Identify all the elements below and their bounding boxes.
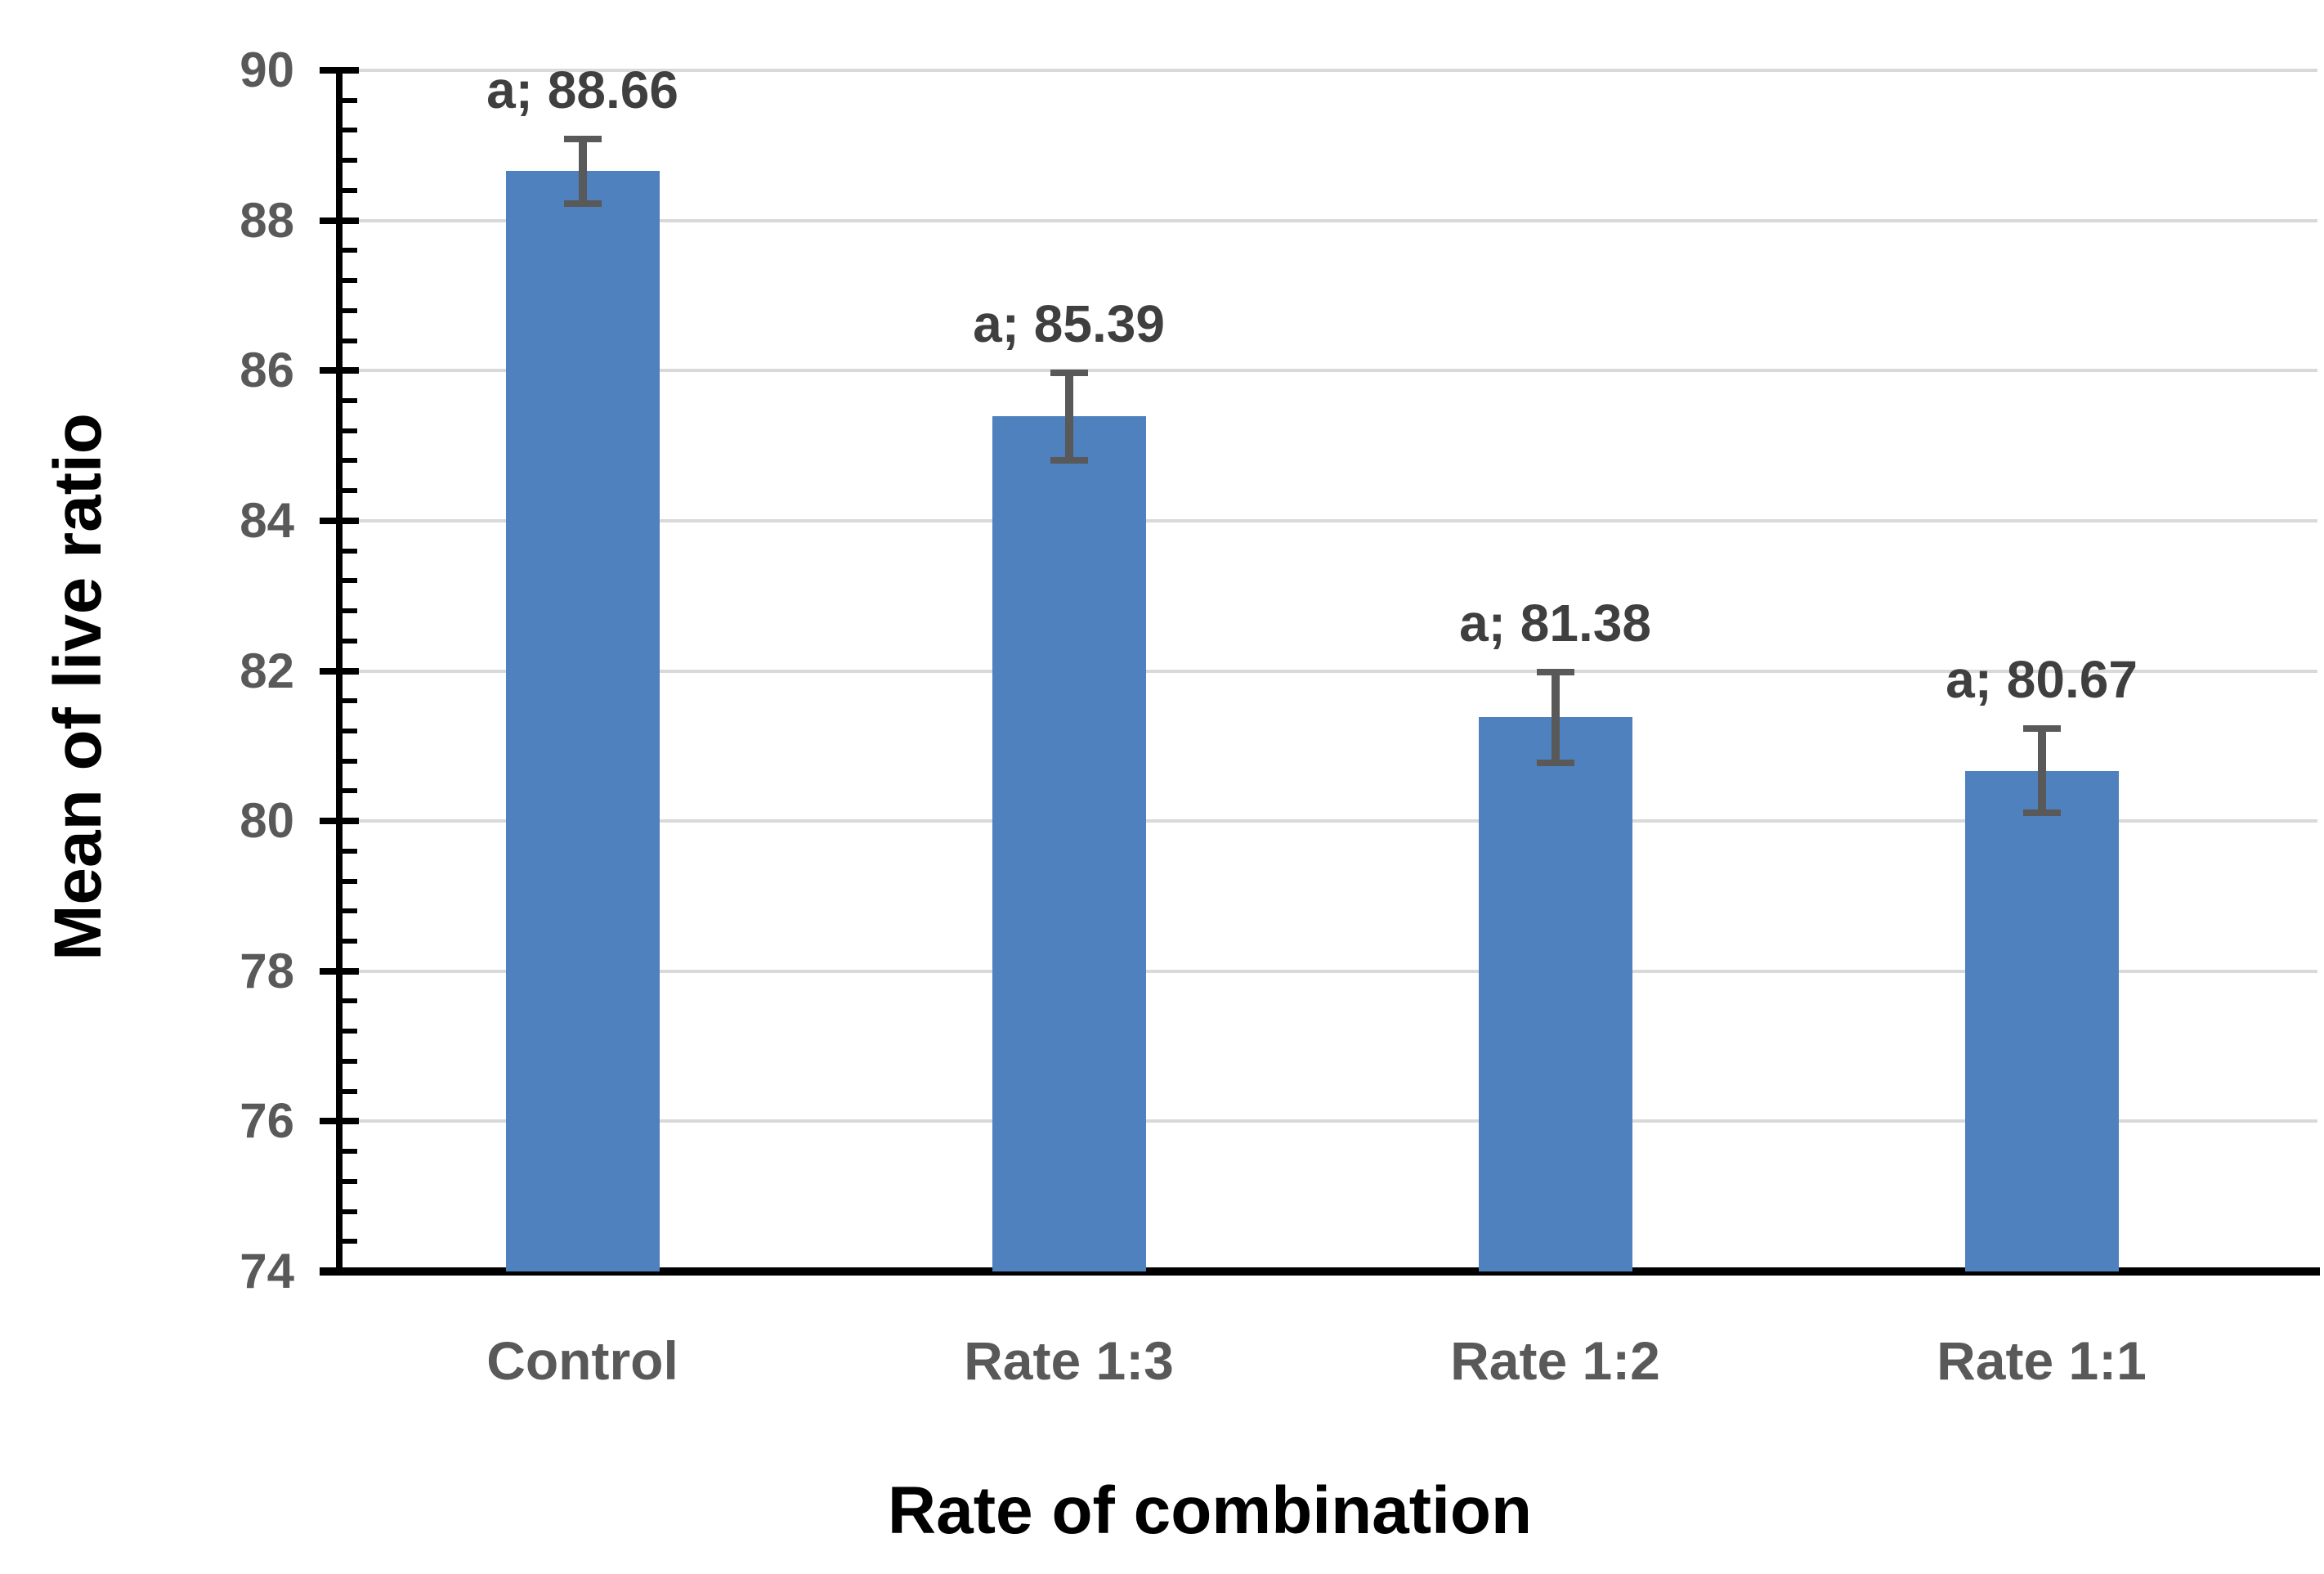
- y-minor-tick: [343, 939, 357, 944]
- category-label: Rate 1:3: [964, 1330, 1174, 1391]
- y-minor-tick: [343, 338, 357, 343]
- y-minor-tick: [343, 1209, 357, 1214]
- y-minor-tick: [343, 397, 357, 403]
- y-minor-tick: [343, 458, 357, 464]
- x-axis-title: Rate of combination: [887, 1473, 1533, 1548]
- bar: [505, 171, 660, 1271]
- data-label: a; 88.66: [486, 60, 678, 119]
- error-bar-cap: [563, 135, 602, 142]
- error-bar-cap: [1050, 370, 1088, 376]
- gridline: [339, 369, 2317, 373]
- y-tick-label: 74: [240, 1244, 294, 1298]
- y-tick-label: 78: [240, 943, 294, 998]
- error-bar-cap: [563, 200, 602, 207]
- y-minor-tick: [343, 428, 357, 433]
- y-tick-label: 80: [240, 793, 294, 849]
- bar: [992, 416, 1146, 1271]
- data-label: a; 85.39: [973, 294, 1165, 353]
- y-minor-tick: [343, 307, 357, 313]
- y-axis-title: Mean of live ratio: [41, 413, 115, 961]
- y-minor-tick: [343, 848, 357, 854]
- y-minor-tick: [343, 788, 357, 794]
- y-minor-tick: [343, 128, 357, 133]
- data-label: a; 81.38: [1459, 594, 1651, 653]
- y-minor-tick: [343, 488, 357, 494]
- y-tick-label: 82: [240, 643, 294, 698]
- y-minor-tick: [343, 1149, 357, 1155]
- y-minor-tick: [343, 1239, 357, 1244]
- category-label: Rate 1:2: [1450, 1330, 1660, 1391]
- error-bar-line: [1064, 373, 1073, 460]
- y-minor-tick: [343, 578, 357, 584]
- y-minor-tick: [343, 248, 357, 253]
- gridline: [339, 1119, 2317, 1123]
- gridline: [339, 518, 2317, 522]
- error-bar-cap: [1050, 456, 1088, 464]
- error-bar-line: [2037, 729, 2046, 814]
- gridline: [339, 969, 2317, 973]
- y-minor-tick: [343, 998, 357, 1004]
- gridline: [339, 669, 2317, 673]
- y-tick-label: 76: [240, 1093, 294, 1149]
- y-tick-label: 84: [240, 492, 294, 548]
- y-minor-tick: [343, 1088, 357, 1094]
- gridline: [339, 819, 2317, 823]
- y-minor-tick: [343, 1058, 357, 1064]
- data-label: a; 80.67: [1946, 650, 2138, 710]
- category-label: Rate 1:1: [1937, 1330, 2147, 1391]
- y-minor-tick: [343, 548, 357, 554]
- y-minor-tick: [343, 698, 357, 704]
- y-minor-tick: [343, 878, 357, 884]
- error-bar-cap: [1536, 669, 1574, 676]
- y-minor-tick: [343, 158, 357, 164]
- y-minor-tick: [343, 728, 357, 733]
- y-minor-tick: [343, 758, 357, 764]
- y-minor-tick: [343, 278, 357, 284]
- bar: [1478, 717, 1632, 1271]
- y-minor-tick: [343, 608, 357, 614]
- y-minor-tick: [343, 1178, 357, 1184]
- gridline: [339, 69, 2317, 72]
- error-bar-cap: [2022, 725, 2061, 733]
- error-bar-line: [1551, 672, 1560, 763]
- y-axis-line: [336, 67, 343, 1275]
- y-minor-tick: [343, 187, 357, 193]
- y-tick-label: 86: [240, 343, 294, 398]
- error-bar-cap: [1536, 759, 1574, 766]
- y-minor-tick: [343, 97, 357, 103]
- y-minor-tick: [343, 908, 357, 914]
- y-tick-label: 90: [240, 43, 294, 97]
- y-minor-tick: [343, 638, 357, 644]
- category-label: Control: [486, 1330, 678, 1391]
- y-tick-label: 88: [240, 192, 294, 248]
- bar: [1964, 770, 2119, 1271]
- gridline: [339, 218, 2317, 222]
- x-axis-line: [320, 1267, 2320, 1276]
- error-bar-line: [578, 138, 587, 204]
- error-bar-cap: [2022, 809, 2061, 817]
- y-minor-tick: [343, 1029, 357, 1034]
